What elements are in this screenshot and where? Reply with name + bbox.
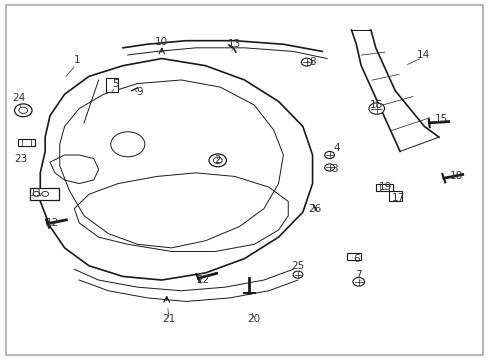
Text: 9: 9 bbox=[136, 87, 143, 98]
Text: 10: 10 bbox=[155, 37, 168, 48]
Circle shape bbox=[301, 58, 311, 66]
Text: 13: 13 bbox=[228, 39, 241, 49]
Text: 25: 25 bbox=[291, 261, 304, 271]
Text: 24: 24 bbox=[12, 93, 25, 103]
Text: 20: 20 bbox=[247, 314, 260, 324]
Text: 23: 23 bbox=[14, 154, 27, 163]
Bar bbox=[375, 184, 392, 191]
Circle shape bbox=[15, 104, 32, 117]
Bar bbox=[106, 78, 118, 93]
Text: 16: 16 bbox=[369, 100, 383, 110]
Text: 26: 26 bbox=[308, 203, 321, 213]
Text: 17: 17 bbox=[391, 193, 404, 203]
Text: 19: 19 bbox=[378, 182, 391, 192]
Text: 22: 22 bbox=[196, 275, 209, 285]
Circle shape bbox=[352, 278, 364, 286]
Text: 7: 7 bbox=[355, 270, 361, 280]
Circle shape bbox=[324, 164, 334, 171]
Text: 5: 5 bbox=[112, 78, 119, 89]
Circle shape bbox=[292, 271, 302, 278]
Text: 1: 1 bbox=[73, 55, 80, 65]
Bar bbox=[18, 139, 35, 146]
Text: 12: 12 bbox=[46, 218, 59, 228]
Text: 6: 6 bbox=[352, 253, 359, 264]
Text: 14: 14 bbox=[416, 50, 429, 60]
Text: 8: 8 bbox=[308, 57, 315, 67]
Text: 4: 4 bbox=[333, 143, 340, 153]
Text: 21: 21 bbox=[162, 314, 175, 324]
Text: 3: 3 bbox=[330, 164, 337, 174]
Circle shape bbox=[324, 152, 334, 158]
Text: 15: 15 bbox=[434, 114, 447, 124]
Bar bbox=[388, 191, 401, 202]
Circle shape bbox=[208, 154, 226, 167]
Bar bbox=[30, 188, 59, 200]
Text: 18: 18 bbox=[448, 171, 462, 181]
Text: 11: 11 bbox=[30, 188, 43, 198]
Circle shape bbox=[368, 103, 384, 114]
Bar bbox=[346, 252, 361, 260]
Text: 2: 2 bbox=[214, 156, 221, 165]
